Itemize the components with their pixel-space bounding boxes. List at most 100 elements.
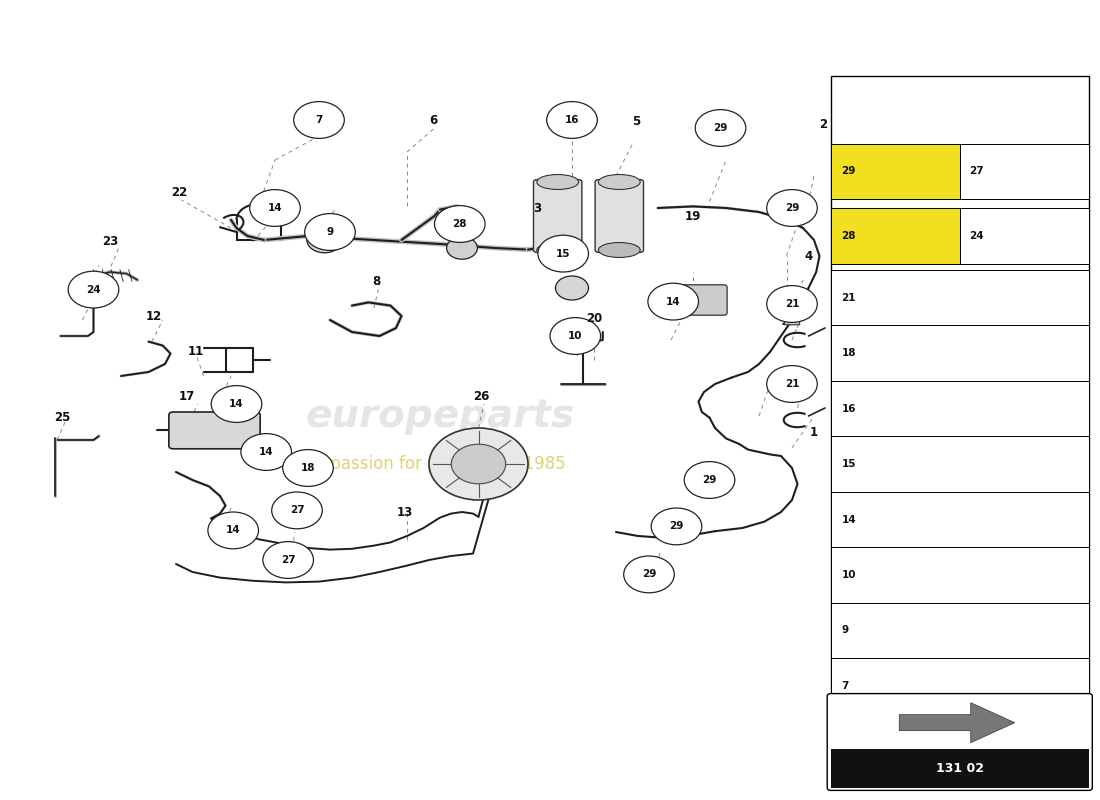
Text: 29: 29: [842, 166, 856, 177]
Circle shape: [434, 206, 485, 242]
Text: 29: 29: [641, 570, 657, 579]
Text: 10: 10: [842, 570, 856, 580]
Text: a passion for parts since 1985: a passion for parts since 1985: [315, 455, 565, 473]
Ellipse shape: [537, 242, 579, 258]
Text: 2: 2: [818, 118, 827, 130]
Ellipse shape: [598, 174, 640, 190]
Circle shape: [68, 271, 119, 308]
FancyBboxPatch shape: [960, 209, 1089, 264]
Text: 27: 27: [280, 555, 296, 565]
Text: 10: 10: [568, 331, 583, 341]
Text: 13: 13: [397, 506, 412, 518]
Text: 14: 14: [229, 399, 244, 409]
Text: 29: 29: [784, 203, 800, 213]
Text: 28: 28: [842, 231, 856, 241]
Text: 29: 29: [669, 522, 684, 531]
Circle shape: [648, 283, 698, 320]
Text: 14: 14: [226, 526, 241, 535]
Text: 19: 19: [685, 210, 701, 222]
Circle shape: [272, 492, 322, 529]
Text: 14: 14: [666, 297, 681, 306]
Text: 15: 15: [842, 459, 856, 469]
Text: 21: 21: [784, 299, 800, 309]
Circle shape: [294, 102, 344, 138]
Text: 21: 21: [842, 293, 856, 302]
Text: 18: 18: [842, 348, 856, 358]
Circle shape: [283, 450, 333, 486]
Polygon shape: [900, 702, 1015, 742]
Text: 25: 25: [55, 411, 70, 424]
Text: 6: 6: [429, 114, 438, 126]
FancyBboxPatch shape: [830, 381, 1089, 436]
Text: 9: 9: [842, 626, 848, 635]
FancyBboxPatch shape: [830, 750, 1089, 788]
Circle shape: [250, 190, 300, 226]
Ellipse shape: [598, 242, 640, 258]
FancyBboxPatch shape: [830, 547, 1089, 602]
Text: 18: 18: [300, 463, 316, 473]
Circle shape: [767, 366, 817, 402]
Circle shape: [651, 508, 702, 545]
Circle shape: [624, 556, 674, 593]
FancyBboxPatch shape: [830, 270, 1089, 326]
Text: 23: 23: [102, 235, 118, 248]
Circle shape: [538, 235, 588, 272]
Circle shape: [767, 286, 817, 322]
Circle shape: [211, 386, 262, 422]
Text: 131 02: 131 02: [936, 762, 983, 775]
FancyBboxPatch shape: [960, 144, 1089, 199]
FancyBboxPatch shape: [784, 317, 800, 325]
FancyBboxPatch shape: [681, 285, 727, 315]
FancyBboxPatch shape: [830, 209, 960, 264]
FancyBboxPatch shape: [830, 436, 1089, 492]
Text: 4: 4: [804, 250, 813, 262]
Circle shape: [556, 276, 588, 300]
Text: 29: 29: [713, 123, 728, 133]
Text: 28: 28: [452, 219, 468, 229]
FancyBboxPatch shape: [827, 694, 1092, 790]
Text: 1: 1: [810, 426, 818, 438]
Circle shape: [429, 428, 528, 500]
Text: 12: 12: [146, 310, 162, 323]
Text: 11: 11: [188, 346, 204, 358]
Circle shape: [305, 214, 355, 250]
FancyBboxPatch shape: [830, 658, 1089, 714]
Circle shape: [767, 190, 817, 226]
Ellipse shape: [537, 174, 579, 190]
Text: 7: 7: [316, 115, 322, 125]
Text: 14: 14: [267, 203, 283, 213]
FancyBboxPatch shape: [534, 180, 582, 253]
Text: europeparts: europeparts: [306, 397, 574, 435]
Text: 3: 3: [532, 202, 541, 214]
Circle shape: [447, 237, 477, 259]
Text: 7: 7: [842, 681, 849, 691]
Circle shape: [451, 444, 506, 484]
Circle shape: [695, 110, 746, 146]
Circle shape: [550, 318, 601, 354]
FancyBboxPatch shape: [169, 412, 260, 449]
Text: 16: 16: [842, 404, 856, 414]
Text: 8: 8: [372, 275, 381, 288]
Text: 27: 27: [289, 506, 305, 515]
Text: 27: 27: [969, 166, 983, 177]
FancyBboxPatch shape: [830, 492, 1089, 547]
Text: 14: 14: [258, 447, 274, 457]
FancyBboxPatch shape: [547, 241, 564, 249]
FancyBboxPatch shape: [830, 326, 1089, 381]
Text: 20: 20: [586, 312, 602, 325]
Text: 24: 24: [86, 285, 101, 294]
Text: 29: 29: [702, 475, 717, 485]
FancyBboxPatch shape: [595, 180, 644, 253]
Circle shape: [241, 434, 292, 470]
Text: 5: 5: [631, 115, 640, 128]
Circle shape: [684, 462, 735, 498]
Circle shape: [263, 542, 313, 578]
Text: 21: 21: [784, 379, 800, 389]
FancyBboxPatch shape: [830, 76, 1089, 692]
Circle shape: [208, 512, 258, 549]
FancyBboxPatch shape: [830, 602, 1089, 658]
Text: 17: 17: [179, 390, 195, 402]
Text: 24: 24: [969, 231, 983, 241]
Text: 15: 15: [556, 249, 571, 258]
Text: 16: 16: [564, 115, 580, 125]
